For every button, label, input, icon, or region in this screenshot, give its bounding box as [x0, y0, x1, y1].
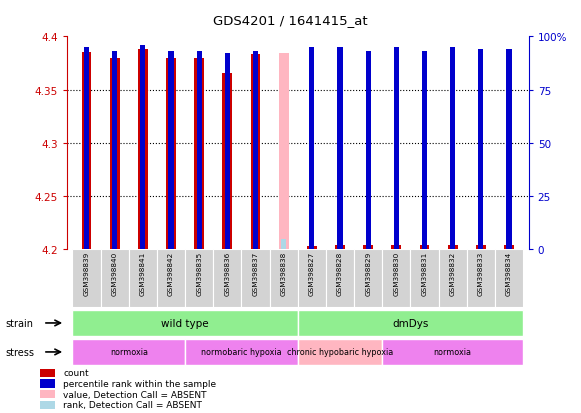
- Bar: [253, 52, 258, 250]
- Bar: [419, 246, 429, 250]
- Bar: [365, 52, 371, 250]
- Text: GSM398833: GSM398833: [478, 252, 484, 296]
- Bar: [196, 52, 202, 250]
- Text: percentile rank within the sample: percentile rank within the sample: [63, 379, 216, 388]
- Text: GSM398837: GSM398837: [253, 252, 259, 296]
- Text: normoxia: normoxia: [433, 348, 472, 356]
- Bar: [476, 246, 486, 250]
- Text: stress: stress: [6, 347, 35, 357]
- Text: rank, Detection Call = ABSENT: rank, Detection Call = ABSENT: [63, 401, 202, 409]
- Bar: [326, 250, 354, 308]
- Text: strain: strain: [6, 318, 34, 328]
- Text: GSM398827: GSM398827: [309, 252, 315, 296]
- Bar: [185, 250, 213, 308]
- Bar: [250, 55, 260, 250]
- Bar: [112, 52, 117, 250]
- Bar: [73, 250, 101, 308]
- Bar: [467, 250, 495, 308]
- Bar: [168, 52, 174, 250]
- Bar: [81, 53, 91, 250]
- Text: chronic hypobaric hypoxia: chronic hypobaric hypoxia: [287, 348, 393, 356]
- Text: GSM398839: GSM398839: [84, 252, 89, 296]
- Bar: [309, 48, 314, 250]
- Text: GSM398831: GSM398831: [421, 252, 428, 296]
- Text: dmDys: dmDys: [392, 318, 429, 328]
- Bar: [307, 247, 317, 250]
- Bar: [363, 246, 373, 250]
- Bar: [40, 380, 55, 387]
- Bar: [73, 310, 298, 336]
- Bar: [354, 250, 382, 308]
- Bar: [166, 59, 176, 250]
- Bar: [40, 369, 55, 377]
- Bar: [225, 54, 230, 250]
- Bar: [270, 250, 298, 308]
- Bar: [185, 339, 298, 365]
- Bar: [138, 50, 148, 250]
- Bar: [298, 250, 326, 308]
- Bar: [394, 48, 399, 250]
- Bar: [40, 401, 55, 409]
- Bar: [495, 250, 523, 308]
- Bar: [281, 239, 286, 250]
- Bar: [223, 74, 232, 250]
- Bar: [84, 48, 89, 250]
- Text: GSM398832: GSM398832: [450, 252, 456, 296]
- Bar: [157, 250, 185, 308]
- Bar: [194, 59, 204, 250]
- Text: GSM398830: GSM398830: [393, 252, 399, 296]
- Bar: [439, 250, 467, 308]
- Text: count: count: [63, 368, 89, 377]
- Bar: [110, 59, 120, 250]
- Bar: [335, 246, 345, 250]
- Text: GDS4201 / 1641415_at: GDS4201 / 1641415_at: [213, 14, 368, 27]
- Bar: [507, 50, 511, 250]
- Bar: [213, 250, 242, 308]
- Text: GSM398835: GSM398835: [196, 252, 202, 296]
- Bar: [242, 250, 270, 308]
- Bar: [298, 310, 523, 336]
- Text: GSM398829: GSM398829: [365, 252, 371, 296]
- Text: wild type: wild type: [162, 318, 209, 328]
- Text: GSM398842: GSM398842: [168, 252, 174, 296]
- Text: value, Detection Call = ABSENT: value, Detection Call = ABSENT: [63, 390, 206, 399]
- Text: GSM398841: GSM398841: [140, 252, 146, 296]
- Bar: [450, 48, 455, 250]
- Bar: [410, 250, 439, 308]
- Bar: [382, 339, 523, 365]
- Bar: [279, 54, 289, 250]
- Bar: [40, 390, 55, 398]
- Bar: [73, 339, 185, 365]
- Text: GSM398834: GSM398834: [506, 252, 512, 296]
- Text: GSM398828: GSM398828: [337, 252, 343, 296]
- Text: normoxia: normoxia: [110, 348, 148, 356]
- Bar: [338, 48, 343, 250]
- Bar: [422, 52, 427, 250]
- Bar: [478, 50, 483, 250]
- Bar: [382, 250, 410, 308]
- Bar: [448, 246, 458, 250]
- Text: GSM398836: GSM398836: [224, 252, 230, 296]
- Text: normobaric hypoxia: normobaric hypoxia: [201, 348, 282, 356]
- Bar: [101, 250, 129, 308]
- Bar: [298, 339, 382, 365]
- Bar: [392, 246, 401, 250]
- Bar: [141, 46, 145, 250]
- Text: GSM398838: GSM398838: [281, 252, 286, 296]
- Bar: [129, 250, 157, 308]
- Bar: [504, 246, 514, 250]
- Text: GSM398840: GSM398840: [112, 252, 118, 296]
